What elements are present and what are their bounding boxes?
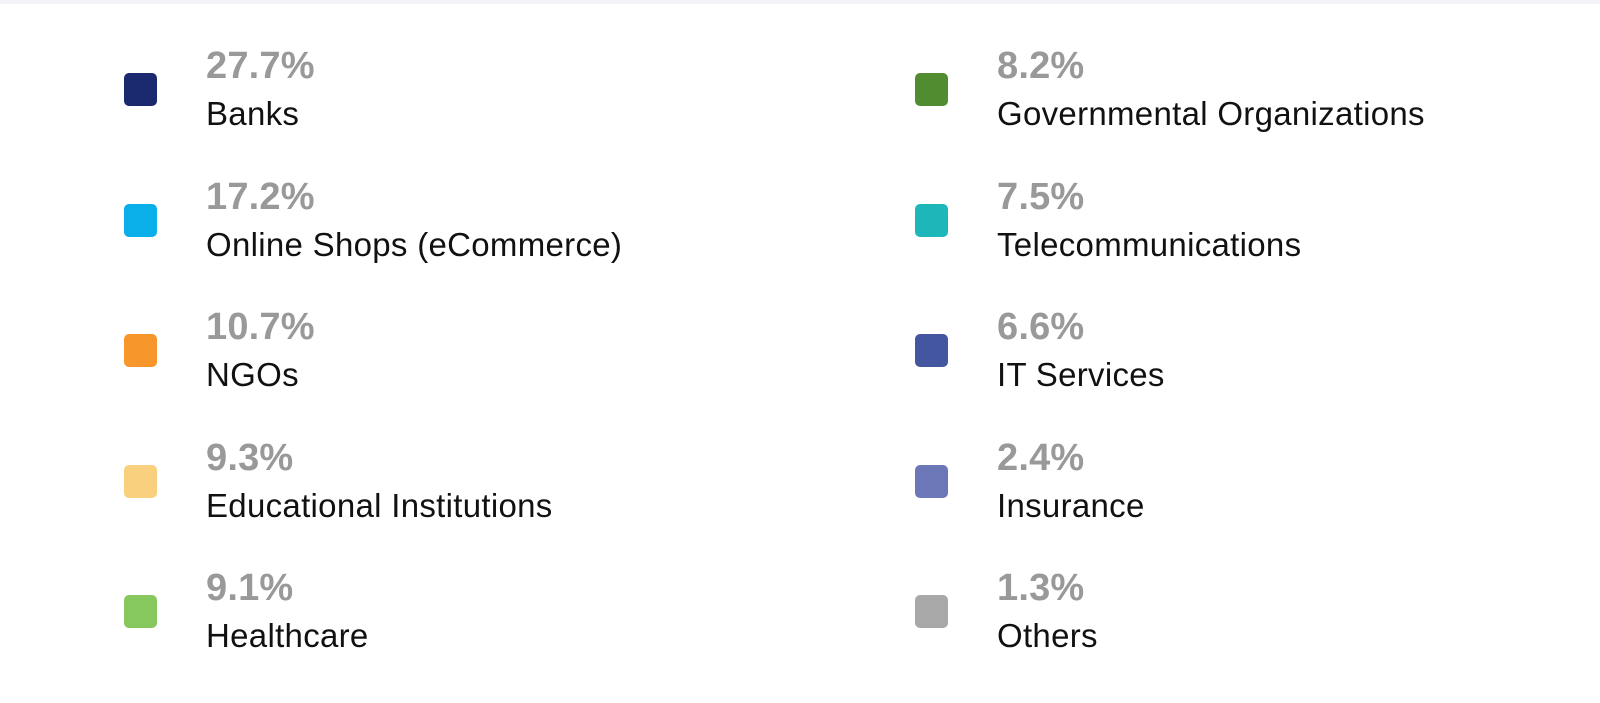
legend-label: IT Services bbox=[997, 356, 1165, 393]
legend-percent: 8.2% bbox=[997, 45, 1085, 87]
legend-item-banks: 27.7% Banks bbox=[124, 44, 824, 175]
legend-label: Governmental Organizations bbox=[997, 95, 1425, 132]
legend-percent: 17.2% bbox=[206, 175, 315, 218]
legend-percent: 9.1% bbox=[206, 567, 294, 609]
legend-label: NGOs bbox=[206, 356, 299, 393]
legend-percent: 10.7% bbox=[206, 306, 315, 348]
legend-item-educational-institutions: 9.3% Educational Institutions bbox=[124, 436, 824, 567]
legend-item-ngos: 10.7% NGOs bbox=[124, 305, 824, 436]
legend-label: Banks bbox=[206, 95, 300, 132]
legend-item-it-services: 6.6% IT Services bbox=[915, 305, 1600, 436]
color-swatch bbox=[124, 73, 157, 106]
color-swatch bbox=[124, 334, 157, 367]
color-swatch bbox=[124, 203, 157, 237]
color-swatch bbox=[124, 595, 157, 628]
legend-percent: 7.5% bbox=[997, 175, 1085, 218]
legend-item-healthcare: 9.1% Healthcare bbox=[124, 566, 824, 697]
legend-label: Others bbox=[997, 617, 1098, 654]
legend-column-right: 8.2% Governmental Organizations 7.5% Tel… bbox=[915, 44, 1600, 697]
color-swatch bbox=[124, 464, 157, 498]
legend-item-online-shops: 17.2% Online Shops (eCommerce) bbox=[124, 175, 824, 306]
legend-column-left: 27.7% Banks 17.2% Online Shops (eCommerc… bbox=[124, 44, 824, 697]
color-swatch bbox=[915, 203, 948, 237]
legend-label: Telecommunications bbox=[997, 225, 1302, 263]
legend-label: Insurance bbox=[997, 486, 1145, 524]
color-swatch bbox=[915, 73, 948, 106]
legend-percent: 2.4% bbox=[997, 436, 1085, 479]
legend-percent: 27.7% bbox=[206, 45, 315, 87]
legend-percent: 9.3% bbox=[206, 436, 294, 479]
legend-label: Healthcare bbox=[206, 617, 369, 654]
top-divider bbox=[0, 0, 1600, 4]
legend-percent: 6.6% bbox=[997, 306, 1085, 348]
legend-item-telecommunications: 7.5% Telecommunications bbox=[915, 175, 1600, 306]
legend-item-governmental-organizations: 8.2% Governmental Organizations bbox=[915, 44, 1600, 175]
legend-item-insurance: 2.4% Insurance bbox=[915, 436, 1600, 567]
legend-label: Online Shops (eCommerce) bbox=[206, 225, 623, 263]
color-swatch bbox=[915, 464, 948, 498]
legend-item-others: 1.3% Others bbox=[915, 566, 1600, 697]
color-swatch bbox=[915, 334, 948, 367]
legend-percent: 1.3% bbox=[997, 567, 1085, 609]
legend-label: Educational Institutions bbox=[206, 486, 553, 524]
color-swatch bbox=[915, 595, 948, 628]
